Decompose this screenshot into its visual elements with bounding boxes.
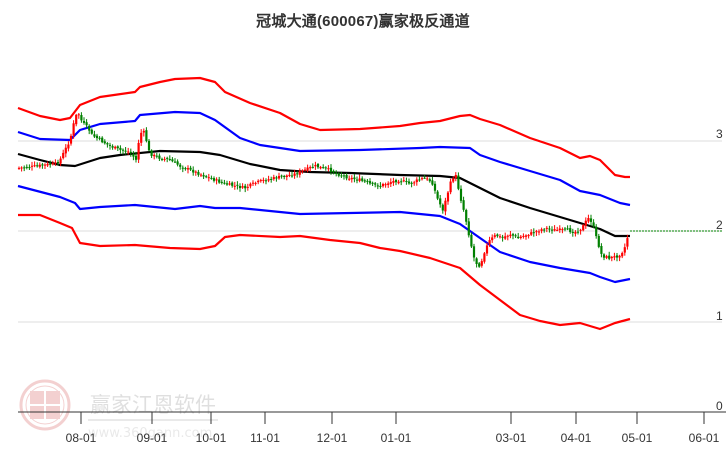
watermark: 赢家江恩软件 www.360gann.com <box>19 379 218 441</box>
middle-line <box>17 149 630 238</box>
y-tick-2: 2 <box>716 218 723 232</box>
candlestick-series <box>17 112 629 268</box>
x-tick-05-01: 05-01 <box>622 431 653 445</box>
x-tick-11-01: 11-01 <box>250 431 280 445</box>
watermark-seal-icon <box>19 379 71 431</box>
watermark-url: www.360gann.com <box>88 426 212 441</box>
y-gridlines <box>18 140 722 323</box>
x-tick-09-01: 09-01 <box>137 431 168 445</box>
outer-upper-band <box>17 76 630 179</box>
y-tick-0: 0 <box>716 399 723 413</box>
y-tick-3: 3 <box>716 127 723 141</box>
outer-lower-band <box>18 213 631 331</box>
y-axis-labels: 3 2 1 0 <box>716 127 723 413</box>
watermark-brand: 赢家江恩软件 <box>90 393 216 417</box>
x-tick-12-01: 12-01 <box>317 431 348 445</box>
chart-title: 冠城大通(600067)赢家极反通道 <box>256 13 470 30</box>
inner-upper-band <box>17 110 631 207</box>
x-tick-06-01: 06-01 <box>689 431 720 445</box>
x-tick-10-01: 10-01 <box>196 431 227 445</box>
x-axis: 08-01 09-01 10-01 11-01 12-01 01-01 03-0… <box>18 411 726 445</box>
inner-lower-band <box>17 184 631 284</box>
x-tick-03-01: 03-01 <box>496 431 527 445</box>
x-tick-04-01: 04-01 <box>561 431 592 445</box>
x-tick-01-01: 01-01 <box>381 431 412 445</box>
y-tick-1: 1 <box>716 309 723 323</box>
x-tick-08-01: 08-01 <box>66 431 97 445</box>
